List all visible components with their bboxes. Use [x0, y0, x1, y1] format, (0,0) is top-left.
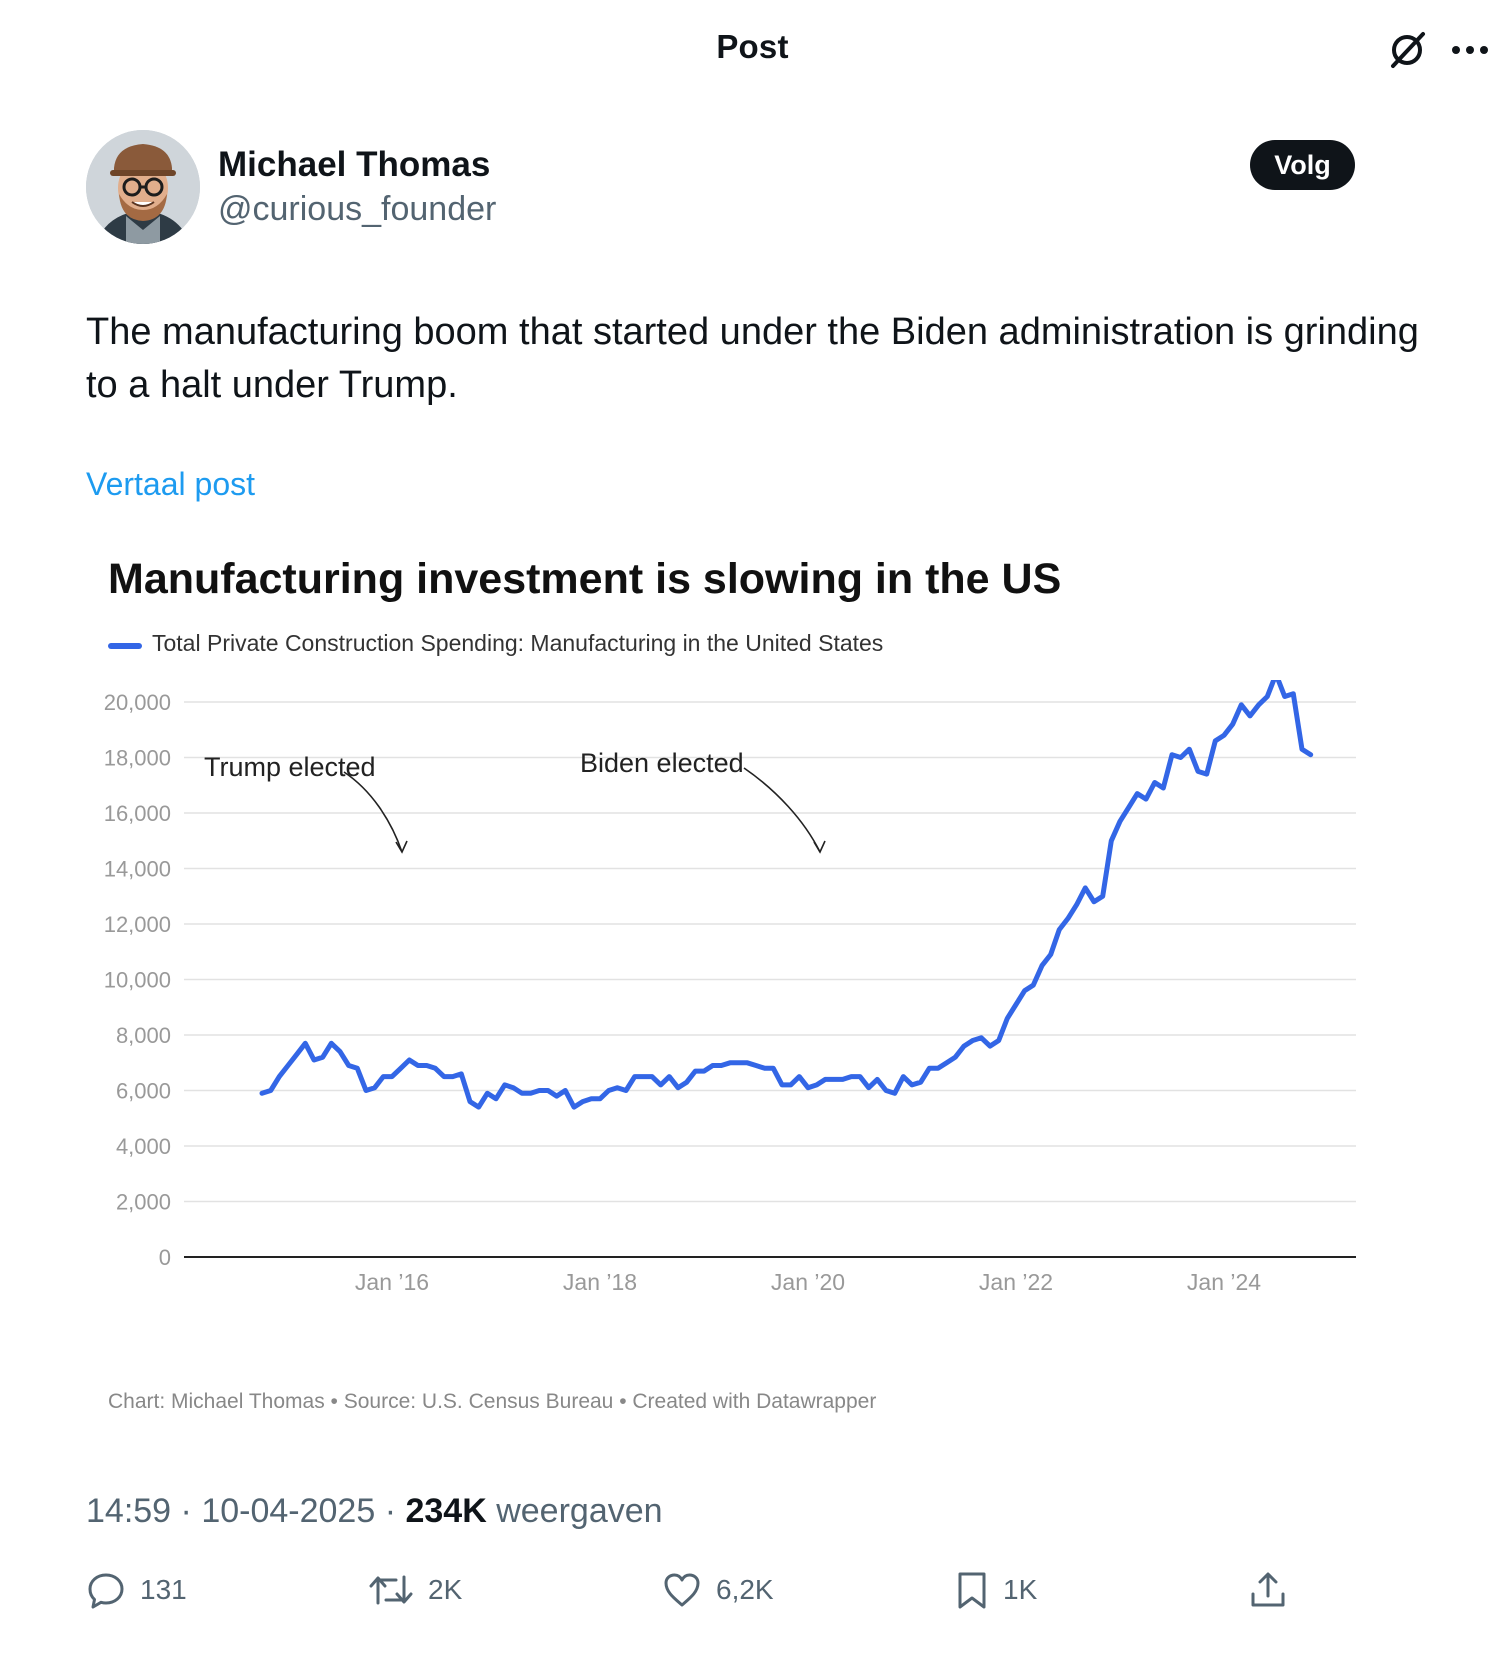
post-meta: 14:59 · 10-04-2025 · 234K weergaven — [86, 1492, 663, 1531]
legend-label: Total Private Construction Spending: Man… — [152, 630, 884, 656]
author-handle[interactable]: @curious_founder — [218, 190, 497, 228]
repost-count: 2K — [428, 1574, 463, 1605]
translate-link[interactable]: Vertaal post — [86, 466, 255, 502]
bookmark-count: 1K — [1003, 1574, 1038, 1605]
post-date: 10-04-2025 — [201, 1492, 376, 1530]
y-tick-label: 6,000 — [116, 1079, 171, 1104]
y-tick-label: 18,000 — [104, 746, 171, 771]
bookmark-icon — [958, 1572, 986, 1609]
reply-icon — [88, 1573, 124, 1609]
more-icon[interactable] — [1448, 28, 1492, 72]
y-tick-label: 2,000 — [116, 1190, 171, 1215]
annotation-label: Biden elected — [580, 748, 744, 778]
repost-button[interactable]: 2K — [368, 1560, 462, 1620]
grok-icon[interactable] — [1385, 28, 1429, 72]
chart-title: Manufacturing investment is slowing in t… — [108, 555, 1062, 603]
meta-separator: · — [180, 1492, 202, 1530]
top-bar: Post — [0, 0, 1505, 100]
annotation-arrow — [343, 771, 403, 853]
y-tick-label: 10,000 — [104, 968, 171, 993]
share-icon — [1251, 1572, 1285, 1607]
y-tick-label: 20,000 — [104, 690, 171, 715]
chart-image[interactable]: Manufacturing investment is slowing in t… — [86, 530, 1376, 1430]
series-line — [259, 680, 1314, 1110]
chart-credit: Chart: Michael Thomas • Source: U.S. Cen… — [108, 1390, 877, 1413]
annotation-arrow — [743, 767, 821, 853]
x-tick-label: Jan ’20 — [771, 1269, 845, 1295]
y-tick-label: 0 — [159, 1245, 171, 1270]
annotation-arrowhead — [395, 840, 408, 854]
like-count: 6,2K — [716, 1574, 774, 1605]
reply-button[interactable]: 131 — [86, 1560, 187, 1620]
reply-count: 131 — [140, 1574, 187, 1605]
meta-separator: · — [384, 1492, 406, 1530]
post-text: The manufacturing boom that started unde… — [86, 311, 1419, 406]
action-bar: 131 2K 6,2K 1K — [0, 1560, 1505, 1620]
views-count: 234K — [405, 1492, 487, 1530]
views-label: weergaven — [496, 1492, 663, 1530]
y-tick-label: 8,000 — [116, 1023, 171, 1048]
repost-icon — [369, 1575, 413, 1605]
heart-icon — [664, 1573, 700, 1607]
x-tick-label: Jan ’22 — [979, 1269, 1053, 1295]
annotation-arrowhead — [813, 840, 826, 854]
author-name[interactable]: Michael Thomas — [218, 145, 491, 184]
y-tick-label: 4,000 — [116, 1134, 171, 1159]
legend-swatch — [108, 643, 142, 649]
x-tick-label: Jan ’18 — [563, 1269, 637, 1295]
x-tick-label: Jan ’24 — [1187, 1269, 1261, 1295]
y-tick-label: 16,000 — [104, 801, 171, 826]
page-title: Post — [716, 28, 789, 65]
avatar[interactable] — [86, 130, 200, 244]
post-time: 14:59 — [86, 1492, 172, 1530]
bookmark-button[interactable]: 1K — [955, 1560, 1037, 1620]
follow-button[interactable]: Volg — [1250, 140, 1355, 190]
x-tick-label: Jan ’16 — [355, 1269, 429, 1295]
annotation-label: Trump elected — [204, 752, 376, 782]
like-button[interactable]: 6,2K — [662, 1560, 774, 1620]
share-button[interactable] — [1248, 1560, 1288, 1620]
y-tick-label: 14,000 — [104, 857, 171, 882]
line-chart: 20,000 18,000 16,000 14,000 12,000 10,000 8,00… — [104, 680, 1356, 1295]
y-tick-label: 12,000 — [104, 912, 171, 937]
